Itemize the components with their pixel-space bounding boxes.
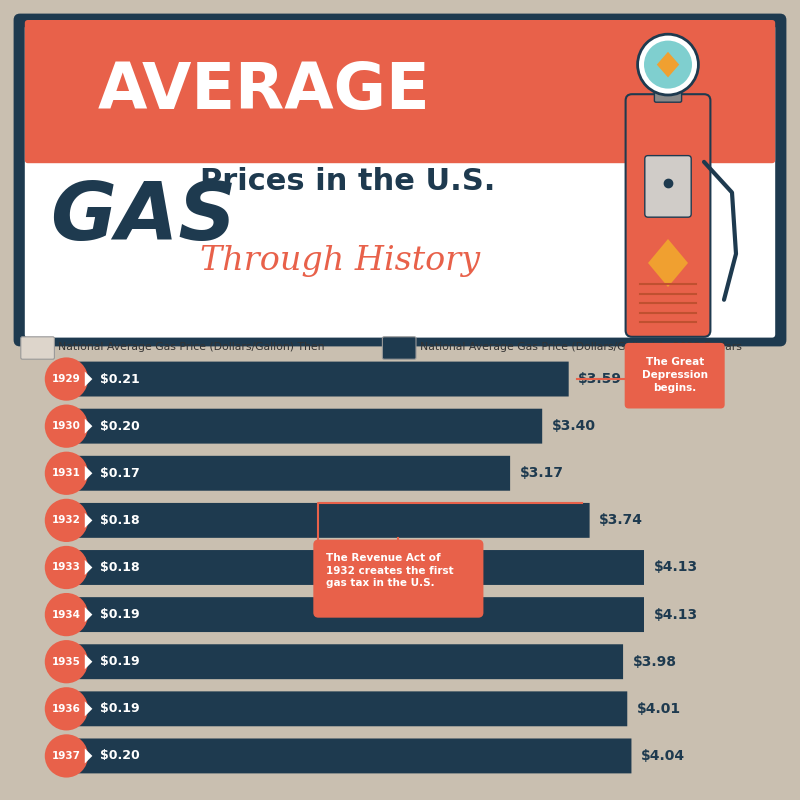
Polygon shape bbox=[85, 466, 92, 481]
Text: $0.18: $0.18 bbox=[100, 561, 140, 574]
FancyBboxPatch shape bbox=[68, 738, 631, 774]
Text: AVERAGE: AVERAGE bbox=[98, 60, 430, 122]
Polygon shape bbox=[85, 748, 92, 763]
FancyBboxPatch shape bbox=[25, 20, 775, 163]
Polygon shape bbox=[85, 607, 92, 622]
Text: Through History: Through History bbox=[200, 245, 480, 277]
Text: $3.59: $3.59 bbox=[578, 372, 622, 386]
Text: $0.19: $0.19 bbox=[100, 608, 140, 621]
Text: $0.19: $0.19 bbox=[100, 702, 140, 715]
FancyBboxPatch shape bbox=[68, 503, 590, 538]
Text: National Average Gas Price (Dollars/Gallon) Then: National Average Gas Price (Dollars/Gall… bbox=[58, 342, 325, 352]
Text: $0.20: $0.20 bbox=[100, 750, 140, 762]
Polygon shape bbox=[85, 654, 92, 670]
FancyBboxPatch shape bbox=[68, 362, 569, 397]
Text: $0.20: $0.20 bbox=[100, 420, 140, 433]
FancyBboxPatch shape bbox=[68, 550, 644, 585]
Circle shape bbox=[45, 734, 88, 778]
Circle shape bbox=[45, 452, 88, 495]
FancyBboxPatch shape bbox=[625, 343, 725, 409]
Circle shape bbox=[45, 405, 88, 448]
Text: $0.18: $0.18 bbox=[100, 514, 140, 527]
Text: $3.74: $3.74 bbox=[599, 514, 643, 527]
Text: $4.13: $4.13 bbox=[654, 561, 698, 574]
Polygon shape bbox=[85, 513, 92, 528]
Text: $0.21: $0.21 bbox=[100, 373, 140, 386]
FancyBboxPatch shape bbox=[14, 14, 786, 346]
FancyBboxPatch shape bbox=[314, 541, 482, 617]
FancyBboxPatch shape bbox=[28, 94, 772, 160]
FancyBboxPatch shape bbox=[68, 597, 644, 632]
Circle shape bbox=[45, 498, 88, 542]
Text: $0.19: $0.19 bbox=[100, 655, 140, 668]
Text: 1935: 1935 bbox=[52, 657, 81, 666]
Polygon shape bbox=[648, 239, 688, 287]
Text: $3.40: $3.40 bbox=[552, 419, 596, 433]
FancyBboxPatch shape bbox=[654, 79, 682, 102]
Text: 1937: 1937 bbox=[52, 751, 81, 761]
Text: $4.01: $4.01 bbox=[637, 702, 681, 716]
FancyBboxPatch shape bbox=[68, 644, 623, 679]
Text: GAS: GAS bbox=[50, 179, 237, 257]
FancyBboxPatch shape bbox=[25, 25, 775, 338]
Text: 1930: 1930 bbox=[52, 421, 81, 431]
Text: Prices in the U.S.: Prices in the U.S. bbox=[200, 166, 495, 196]
FancyBboxPatch shape bbox=[68, 691, 627, 726]
Text: $3.17: $3.17 bbox=[520, 466, 564, 480]
Polygon shape bbox=[657, 52, 679, 78]
Circle shape bbox=[638, 34, 698, 95]
Text: 1931: 1931 bbox=[52, 468, 81, 478]
FancyBboxPatch shape bbox=[382, 337, 416, 359]
FancyBboxPatch shape bbox=[21, 337, 54, 359]
FancyBboxPatch shape bbox=[68, 456, 510, 490]
FancyBboxPatch shape bbox=[68, 409, 542, 444]
Polygon shape bbox=[85, 371, 92, 386]
Polygon shape bbox=[85, 418, 92, 434]
Text: 1929: 1929 bbox=[52, 374, 81, 384]
Text: 1933: 1933 bbox=[52, 562, 81, 573]
Text: The Revenue Act of
1932 creates the first
gas tax in the U.S.: The Revenue Act of 1932 creates the firs… bbox=[326, 553, 454, 588]
Text: 1934: 1934 bbox=[52, 610, 81, 620]
Text: $4.04: $4.04 bbox=[641, 749, 685, 763]
FancyBboxPatch shape bbox=[645, 156, 691, 217]
Text: 1936: 1936 bbox=[52, 704, 81, 714]
Circle shape bbox=[644, 41, 692, 89]
Circle shape bbox=[45, 358, 88, 401]
Text: National Average Gas Price (Dollars/Gallon) in 2022 Dollars: National Average Gas Price (Dollars/Gall… bbox=[420, 342, 742, 352]
Text: $0.17: $0.17 bbox=[100, 466, 140, 480]
Text: $3.98: $3.98 bbox=[633, 654, 677, 669]
Circle shape bbox=[45, 546, 88, 589]
Text: 1932: 1932 bbox=[52, 515, 81, 526]
FancyBboxPatch shape bbox=[626, 94, 710, 337]
Text: The Great
Depression
begins.: The Great Depression begins. bbox=[642, 358, 708, 393]
Circle shape bbox=[45, 593, 88, 636]
Circle shape bbox=[45, 640, 88, 683]
Polygon shape bbox=[85, 702, 92, 716]
Polygon shape bbox=[85, 560, 92, 575]
Circle shape bbox=[45, 687, 88, 730]
Text: $4.13: $4.13 bbox=[654, 608, 698, 622]
